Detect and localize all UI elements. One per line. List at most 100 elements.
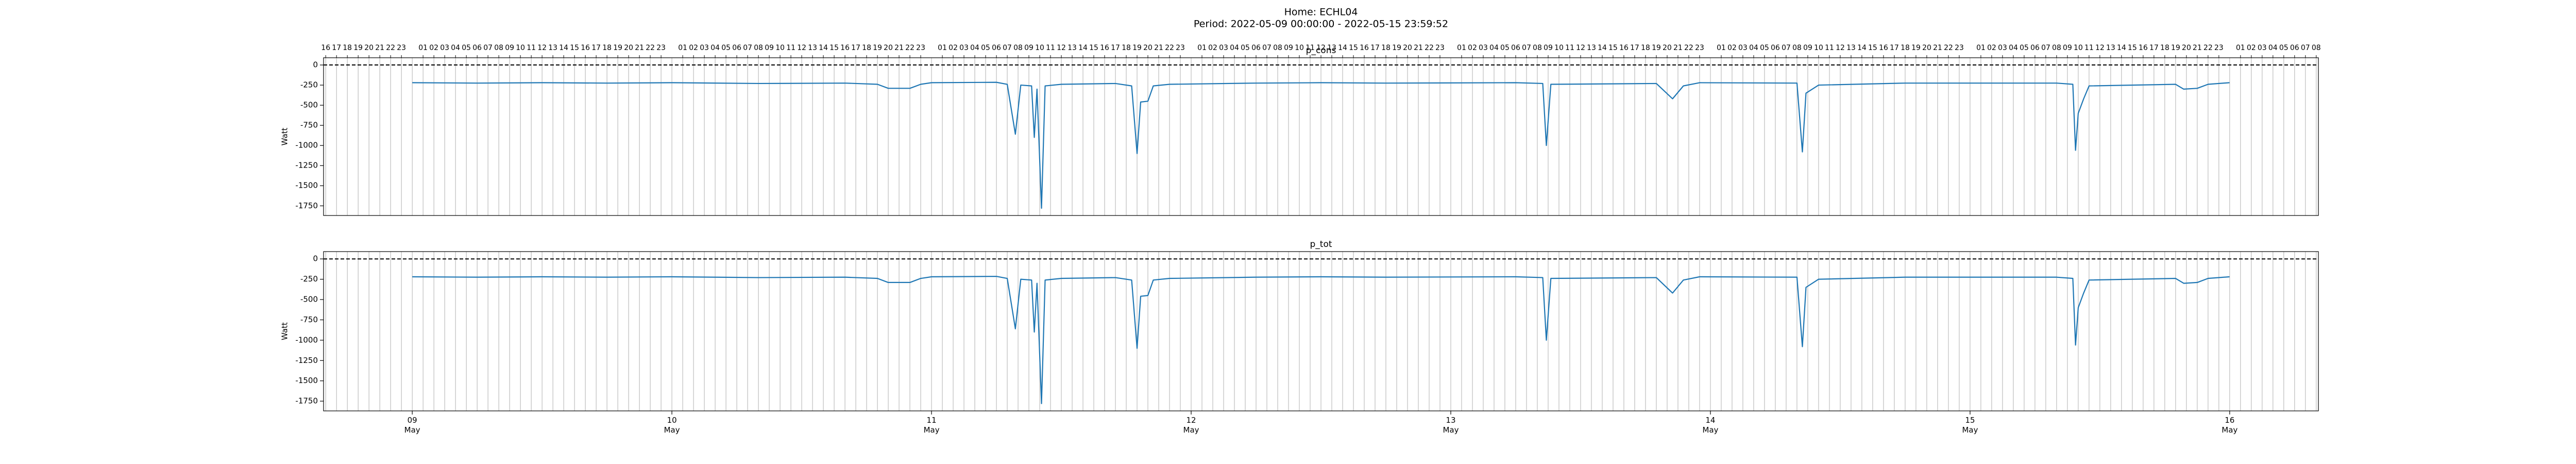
x2-tick-label: 08 [1792, 44, 1802, 52]
x2-tick-label: 23 [2214, 44, 2224, 52]
x2-tick-label: 13 [1587, 44, 1596, 52]
x2-tick-label: 04 [2009, 44, 2018, 52]
x2-tick-label: 19 [1911, 44, 1921, 52]
x-tick-label: 12 May [1183, 416, 1199, 435]
x2-tick-label: 07 [743, 44, 752, 52]
x2-tick-label: 20 [1143, 44, 1153, 52]
x2-tick-label: 16 [840, 44, 850, 52]
x2-tick-label: 18 [1381, 44, 1391, 52]
axes-frame [323, 251, 2319, 411]
x2-tick-label: 07 [2041, 44, 2050, 52]
x2-tick-label: 19 [2171, 44, 2180, 52]
x2-tick-label: 03 [959, 44, 969, 52]
x2-tick-label: 18 [1641, 44, 1650, 52]
x2-tick-label: 14 [559, 44, 568, 52]
x2-tick-label: 08 [494, 44, 503, 52]
x2-tick-label: 03 [2258, 44, 2267, 52]
x2-tick-label: 21 [1933, 44, 1942, 52]
y-tick-label: -1500 [295, 376, 318, 385]
x2-tick-label: 17 [591, 44, 601, 52]
y-tick-label: -1000 [295, 141, 318, 150]
y-axis-label: Watt [280, 127, 290, 145]
x2-tick-label: 12 [1057, 44, 1066, 52]
x2-tick-label: 05 [1500, 44, 1510, 52]
y-axis-label: Watt [280, 322, 290, 340]
x2-tick-label: 06 [1511, 44, 1520, 52]
x2-tick-label: 04 [2268, 44, 2278, 52]
y-tick-label: -1750 [295, 201, 318, 210]
x2-tick-label: 20 [624, 44, 633, 52]
x2-tick-label: 08 [2052, 44, 2061, 52]
x2-tick-label: 01 [418, 44, 428, 52]
x2-tick-label: 23 [656, 44, 666, 52]
x2-tick-label: 07 [1522, 44, 1531, 52]
x-tick-label: 15 May [1962, 416, 1978, 435]
x2-tick-label: 09 [505, 44, 514, 52]
x2-tick-label: 22 [1944, 44, 1953, 52]
x2-tick-label: 15 [1608, 44, 1618, 52]
x2-tick-label: 18 [1901, 44, 1910, 52]
x2-tick-label: 15 [570, 44, 579, 52]
x2-tick-label: 20 [1922, 44, 1931, 52]
x2-tick-label: 08 [1533, 44, 1542, 52]
y-tick-label: -250 [300, 80, 318, 90]
x2-tick-label: 06 [2290, 44, 2299, 52]
x2-tick-label: 14 [2117, 44, 2126, 52]
x2-tick-label: 20 [364, 44, 374, 52]
y-tick-label: -1500 [295, 181, 318, 190]
x2-tick-label: 10 [2074, 44, 2083, 52]
y-tick-label: -500 [300, 295, 318, 304]
axes-frame [323, 57, 2319, 216]
x2-tick-label: 02 [1208, 44, 1217, 52]
x-tick-label: 11 May [924, 416, 940, 435]
x2-tick-label: 06 [732, 44, 741, 52]
x2-tick-label: 11 [1565, 44, 1574, 52]
x2-tick-label: 05 [2279, 44, 2289, 52]
x2-tick-label: 23 [916, 44, 925, 52]
y-tick-label: -1250 [295, 161, 318, 170]
x2-tick-label: 07 [2301, 44, 2310, 52]
x2-tick-label: 06 [1251, 44, 1261, 52]
x2-tick-label: 09 [765, 44, 774, 52]
x2-tick-label: 11 [527, 44, 536, 52]
x2-tick-label: 21 [2193, 44, 2202, 52]
x2-tick-label: 02 [429, 44, 438, 52]
x2-tick-label: 23 [1176, 44, 1185, 52]
x2-tick-label: 19 [613, 44, 622, 52]
x2-tick-label: 17 [1111, 44, 1120, 52]
x2-tick-label: 03 [1998, 44, 2007, 52]
x2-tick-label: 22 [1165, 44, 1174, 52]
x2-tick-label: 16 [2139, 44, 2148, 52]
x2-tick-label: 10 [1554, 44, 1564, 52]
x2-tick-label: 07 [1003, 44, 1012, 52]
x2-tick-label: 09 [1803, 44, 1812, 52]
x2-tick-label: 15 [1089, 44, 1098, 52]
x2-tick-label: 14 [1338, 44, 1347, 52]
x2-tick-label: 13 [1846, 44, 1856, 52]
x2-tick-label: 17 [1370, 44, 1380, 52]
x2-tick-label: 12 [1836, 44, 1845, 52]
x2-tick-label: 09 [1284, 44, 1293, 52]
x2-tick-label: 02 [1468, 44, 1477, 52]
x2-tick-label: 23 [1435, 44, 1445, 52]
x2-tick-label: 18 [1122, 44, 1131, 52]
y-tick-label: -1000 [295, 335, 318, 344]
x2-tick-label: 11 [786, 44, 795, 52]
x2-tick-label: 22 [646, 44, 655, 52]
x2-tick-label: 13 [2106, 44, 2115, 52]
x2-tick-label: 21 [375, 44, 384, 52]
x2-tick-label: 11 [1306, 44, 1315, 52]
x2-tick-label: 01 [938, 44, 947, 52]
x2-tick-label: 01 [1197, 44, 1207, 52]
x2-tick-label: 07 [483, 44, 493, 52]
x2-tick-label: 15 [1349, 44, 1358, 52]
x2-tick-label: 01 [1457, 44, 1466, 52]
x2-tick-label: 15 [2128, 44, 2137, 52]
x2-tick-label: 17 [1890, 44, 1899, 52]
x2-tick-label: 05 [2020, 44, 2029, 52]
x2-tick-label: 22 [2204, 44, 2213, 52]
x2-tick-label: 15 [829, 44, 839, 52]
x2-tick-label: 09 [1024, 44, 1033, 52]
x2-tick-label: 22 [386, 44, 395, 52]
x2-tick-label: 21 [1673, 44, 1683, 52]
